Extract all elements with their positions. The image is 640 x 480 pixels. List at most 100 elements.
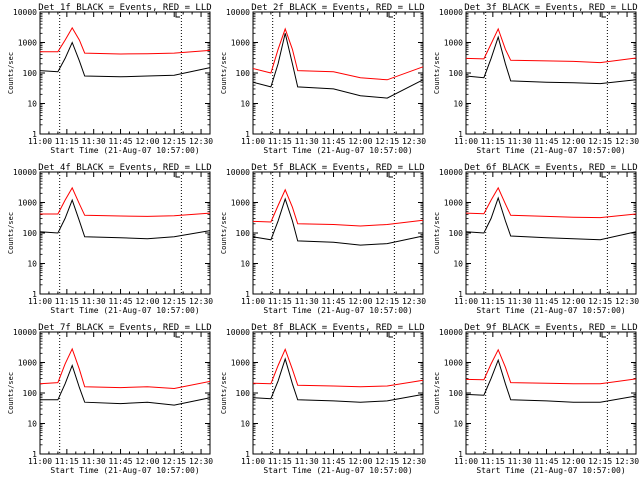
plot-frame — [39, 331, 211, 455]
x-tick-label: 11:45 — [321, 137, 345, 146]
x-tick-label: 11:30 — [295, 457, 319, 466]
x-tick-label: 11:45 — [108, 297, 132, 306]
series-line-events — [39, 41, 211, 78]
x-tick-label: 12:15 — [588, 137, 612, 146]
x-axis-label: Start Time (21-Aug-07 10:57:00) — [263, 466, 412, 475]
y-tick-label: 10 — [27, 420, 37, 429]
y-tick-label: 10 — [27, 100, 37, 109]
x-tick-label: 11:00 — [454, 137, 478, 146]
y-axis-label: Counts/sec — [220, 372, 228, 414]
x-tick-label: 12:00 — [561, 137, 585, 146]
series-line-events — [465, 358, 637, 403]
y-tick-label: 1 — [458, 450, 463, 459]
x-tick-label: 11:45 — [321, 297, 345, 306]
x-tick-label: 12:00 — [561, 457, 585, 466]
y-tick-label: 10000 — [226, 168, 250, 177]
x-tick-label: 11:00 — [28, 137, 52, 146]
x-tick-label: 11:45 — [108, 137, 132, 146]
x-axis-label: Start Time (21-Aug-07 10:57:00) — [50, 306, 199, 315]
y-tick-label: 10 — [240, 420, 250, 429]
x-tick-label: 12:30 — [402, 457, 426, 466]
x-axis-label: Start Time (21-Aug-07 10:57:00) — [263, 306, 412, 315]
x-tick-label: 11:45 — [534, 457, 558, 466]
x-tick-label: 12:00 — [348, 297, 372, 306]
x-tick-label: 11:15 — [481, 457, 505, 466]
x-tick-label: 11:30 — [295, 137, 319, 146]
x-tick-label: 11:45 — [534, 297, 558, 306]
y-axis-label: Counts/sec — [220, 52, 228, 94]
y-tick-label: 1 — [245, 290, 250, 299]
y-tick-label: 10 — [453, 100, 463, 109]
x-tick-label: 11:15 — [481, 297, 505, 306]
series-line-events — [465, 35, 637, 85]
y-axis-label: Counts/sec — [7, 52, 15, 94]
series-line-lld — [40, 186, 211, 217]
marker-glyph — [388, 12, 393, 18]
x-tick-label: 12:30 — [615, 297, 639, 306]
x-tick-label: 12:30 — [402, 137, 426, 146]
series-line-lld — [465, 348, 637, 385]
chart-panel-8: Det 8f BLACK = Events, RED = LLD 1 10 100 10… — [220, 323, 426, 475]
series-line-lld — [252, 347, 424, 388]
y-tick-label: 1 — [458, 130, 463, 139]
chart-title: Det 6f BLACK = Events, RED = LLD — [464, 163, 637, 173]
x-tick-label: 11:30 — [82, 297, 106, 306]
y-tick-label: 1000 — [444, 199, 463, 208]
x-axis-label: Start Time (21-Aug-07 10:57:00) — [476, 466, 625, 475]
y-tick-label: 100 — [449, 69, 464, 78]
y-tick-label: 100 — [23, 389, 38, 398]
x-tick-label: 12:15 — [375, 297, 399, 306]
x-tick-label: 11:00 — [454, 457, 478, 466]
y-tick-label: 100 — [236, 389, 251, 398]
x-axis-label: Start Time (21-Aug-07 10:57:00) — [476, 306, 625, 315]
x-axis-label: Start Time (21-Aug-07 10:57:00) — [263, 146, 412, 155]
y-tick-label: 1000 — [231, 199, 250, 208]
chart-panel-6: Det 6f BLACK = Events, RED = LLD 1 10 100 10… — [433, 163, 639, 315]
chart-panel-2: Det 2f BLACK = Events, RED = LLD 1 10 100 10… — [220, 3, 426, 155]
x-axis-label: Start Time (21-Aug-07 10:57:00) — [50, 466, 199, 475]
series-line-lld — [40, 26, 211, 55]
y-axis-label: Counts/sec — [7, 372, 15, 414]
x-tick-label: 11:15 — [55, 137, 79, 146]
plot-frame — [465, 171, 637, 295]
x-tick-label: 12:30 — [402, 297, 426, 306]
x-tick-label: 12:00 — [561, 297, 585, 306]
x-tick-label: 11:30 — [82, 137, 106, 146]
y-tick-label: 100 — [236, 69, 251, 78]
y-tick-label: 10 — [240, 260, 250, 269]
y-tick-label: 10000 — [13, 168, 37, 177]
series-line-events — [40, 364, 211, 406]
x-tick-label: 11:00 — [241, 297, 265, 306]
chart-title: Det 3f BLACK = Events, RED = LLD — [464, 3, 637, 13]
chart-title: Det 2f BLACK = Events, RED = LLD — [251, 3, 424, 13]
x-tick-label: 12:00 — [348, 137, 372, 146]
y-tick-label: 1 — [245, 130, 250, 139]
x-axis-label: Start Time (21-Aug-07 10:57:00) — [476, 146, 625, 155]
x-tick-label: 11:45 — [321, 457, 345, 466]
y-tick-label: 1 — [245, 450, 250, 459]
x-tick-label: 12:15 — [162, 457, 186, 466]
x-tick-label: 12:15 — [588, 297, 612, 306]
x-axis-label: Start Time (21-Aug-07 10:57:00) — [50, 146, 199, 155]
chart-panel-7: Det 7f BLACK = Events, RED = LLD 1 10 100 10… — [7, 323, 213, 475]
series-line-events — [252, 197, 424, 246]
chart-title: Det 7f BLACK = Events, RED = LLD — [38, 323, 211, 333]
y-tick-label: 1000 — [18, 199, 37, 208]
plot-frame — [39, 171, 211, 295]
y-axis-label: Counts/sec — [433, 372, 441, 414]
x-tick-label: 11:00 — [454, 297, 478, 306]
y-tick-label: 1000 — [231, 39, 250, 48]
plot-frame — [252, 331, 424, 455]
x-tick-label: 11:00 — [28, 297, 52, 306]
marker-glyph — [601, 332, 606, 338]
y-tick-label: 1 — [32, 290, 37, 299]
marker-glyph — [388, 332, 393, 338]
y-tick-label: 10 — [240, 100, 250, 109]
y-axis-label: Counts/sec — [7, 212, 15, 254]
x-tick-label: 12:00 — [135, 137, 159, 146]
x-tick-label: 12:30 — [615, 457, 639, 466]
series-line-events — [39, 198, 211, 240]
x-tick-label: 11:15 — [268, 137, 292, 146]
y-axis-label: Counts/sec — [433, 212, 441, 254]
